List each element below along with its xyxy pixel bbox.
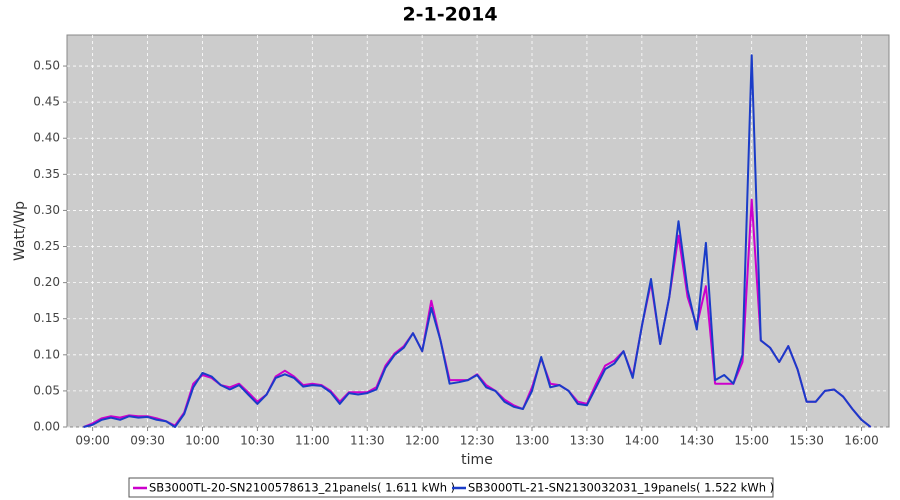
x-tick-label: 10:00 [185, 434, 220, 448]
x-tick-label: 15:30 [789, 434, 824, 448]
y-axis-label: Watt/Wp [12, 201, 28, 261]
y-tick-label: 0.45 [33, 95, 60, 109]
plot-area [66, 34, 890, 428]
y-tick-label: 0.00 [33, 420, 60, 434]
y-tick-label: 0.30 [33, 203, 60, 217]
x-tick-label: 10:30 [240, 434, 275, 448]
legend-label: SB3000TL-20-SN2100578613_21panels( 1.611… [149, 481, 455, 495]
legend [128, 477, 774, 498]
x-tick-label: 14:30 [679, 434, 714, 448]
x-tick-label: 09:30 [130, 434, 165, 448]
y-tick-label: 0.20 [33, 275, 60, 289]
y-tick-label: 0.40 [33, 131, 60, 145]
x-tick-label: 09:00 [75, 434, 110, 448]
x-tick-label: 15:00 [734, 434, 769, 448]
x-axis-label: time [461, 452, 493, 468]
legend-label: SB3000TL-21-SN2130032031_19panels( 1.522… [468, 481, 774, 495]
y-tick-label: 0.05 [33, 383, 60, 397]
x-tick-label: 16:00 [844, 434, 879, 448]
x-tick-label: 14:00 [625, 434, 660, 448]
x-tick-label: 11:00 [295, 434, 330, 448]
x-tick-label: 12:30 [460, 434, 495, 448]
x-tick-label: 11:30 [350, 434, 385, 448]
x-tick-label: 12:00 [405, 434, 440, 448]
x-tick-label: 13:00 [515, 434, 550, 448]
y-tick-label: 0.50 [33, 59, 60, 73]
series-line [83, 54, 872, 428]
y-tick-label: 0.15 [33, 311, 60, 325]
y-tick-label: 0.25 [33, 239, 60, 253]
y-tick-label: 0.35 [33, 167, 60, 181]
chart-title: 2-1-2014 [402, 4, 497, 26]
x-tick-label: 13:30 [570, 434, 605, 448]
y-tick-label: 0.10 [33, 347, 60, 361]
